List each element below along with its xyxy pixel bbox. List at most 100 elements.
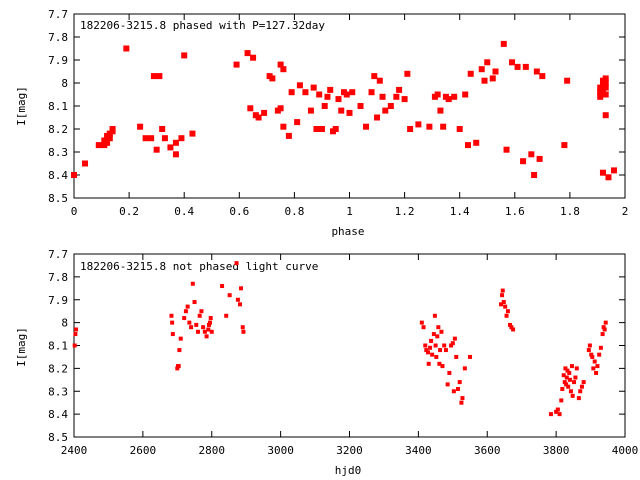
data-point [563,366,568,371]
chart-title: 182206-3215.8 phased with P=127.32day [80,19,325,32]
data-point [240,325,245,330]
data-point [201,325,206,330]
x-tick-label: 3400 [405,444,432,457]
data-point [481,77,488,84]
data-point [438,348,443,353]
data-point [473,139,480,146]
data-point [95,142,102,149]
phased-light-curve-chart: 182206-3215.8 phased with P=127.32day ph… [15,8,628,238]
data-point [142,135,149,142]
data-point [500,288,505,293]
data-point [539,73,546,80]
data-point [503,146,510,153]
data-point [177,348,182,353]
data-point [239,286,244,291]
y-tick-label: 7.9 [48,294,68,307]
data-point [592,359,597,364]
data-point [109,126,116,132]
y-tick-label: 7.8 [48,271,68,284]
data-point [71,172,77,178]
data-point [428,345,433,350]
data-point [338,107,345,114]
data-point [464,142,471,149]
data-point [602,75,609,82]
data-point [332,126,339,132]
data-point [277,61,284,68]
data-point [185,304,190,309]
data-point [235,297,240,302]
data-point [450,341,455,346]
data-point [187,320,192,325]
data-point [599,169,606,176]
data-point [208,316,213,321]
data-point [554,409,559,414]
data-point [548,412,553,417]
data-point [564,382,569,387]
y-tick-label: 8.4 [48,408,68,421]
y-tick-label: 8.1 [48,100,68,113]
data-point [313,126,320,132]
data-point [514,63,521,70]
data-point [460,396,465,401]
data-point [233,61,240,68]
data-point [507,322,512,327]
data-point [610,167,617,174]
y-tick-label: 8.3 [48,385,68,398]
data-point [576,396,581,401]
data-point [178,135,185,142]
data-point [104,139,111,146]
data-point [170,320,175,325]
data-point [316,91,323,98]
x-tick-label: 2800 [199,444,226,457]
data-point [137,123,144,130]
data-point [455,386,460,391]
data-point [181,52,188,59]
data-point [431,332,436,337]
x-tick-label: 1.4 [450,205,470,218]
data-point [434,354,439,359]
data-point [565,368,570,373]
data-point [509,325,514,330]
data-point [578,389,583,394]
data-point [434,91,441,98]
data-point [72,343,77,348]
data-point [106,135,113,142]
plot-frame [73,253,626,438]
data-point [183,309,188,314]
data-point [442,343,447,348]
x-tick-label: 3000 [267,444,294,457]
data-point [570,393,575,398]
data-point [172,151,179,158]
data-point [511,327,516,332]
data-point [209,329,214,334]
data-point [561,142,568,149]
data-point [581,380,586,385]
data-point [178,336,183,341]
data-point [382,107,389,114]
data-point [587,343,592,348]
data-point [433,343,438,348]
x-tick-label: 3600 [474,444,501,457]
data-point [435,334,440,339]
unphased-light-curve-chart: 182206-3215.8 not phased light curve hjd… [15,248,638,477]
data-point [602,80,609,86]
x-tick-label: 0.8 [284,205,304,218]
data-point [594,370,599,375]
data-point [567,370,572,375]
data-point [436,325,441,330]
data-point [456,126,463,132]
data-point [531,172,538,178]
data-point [426,361,431,366]
data-point [234,261,239,266]
data-point [357,103,364,109]
data-point [343,91,350,98]
data-point [419,320,424,325]
data-point [288,89,295,96]
data-point [321,103,328,109]
data-point [567,377,572,382]
x-tick-label: 1 [346,205,353,218]
data-point [572,380,577,385]
data-point [598,345,603,350]
data-point [189,325,194,330]
data-point [176,364,181,369]
